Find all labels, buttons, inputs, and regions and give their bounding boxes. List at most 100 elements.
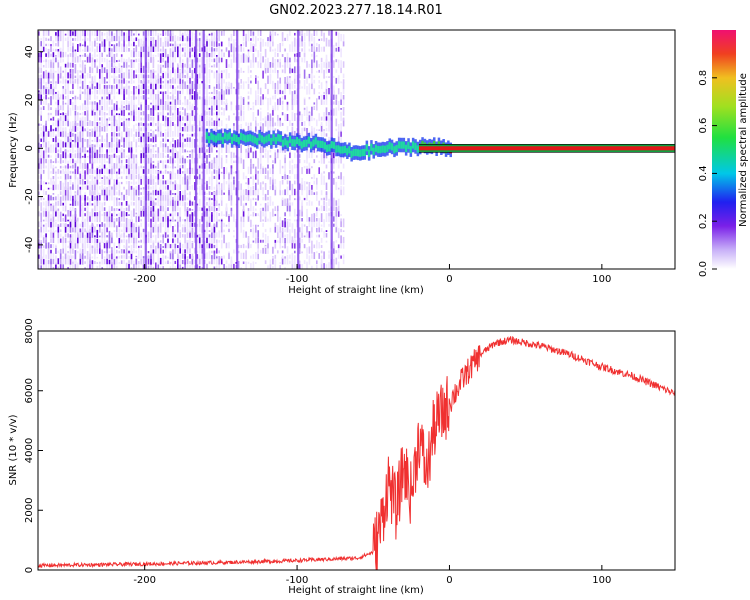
spectrogram-noise-cell xyxy=(194,201,196,206)
spectrogram-noise-cell xyxy=(186,142,189,148)
spectrogram-noise-cell xyxy=(99,182,101,185)
spectrogram-noise-cell xyxy=(189,179,191,185)
spectrogram-noise-cell xyxy=(69,247,72,254)
spectrogram-noise-cell xyxy=(116,155,118,158)
spectrogram-noise-cell xyxy=(40,67,42,74)
spectrogram-noise-cell xyxy=(311,254,313,259)
spectrogram-noise-cell xyxy=(269,117,272,127)
spectrogram-noise-cell xyxy=(50,81,52,84)
spectrogram-noise-cell xyxy=(86,85,89,89)
spectrogram-noise-cell xyxy=(120,181,123,185)
spectrogram-noise-cell xyxy=(298,114,301,121)
spectrogram-noise-cell xyxy=(181,253,184,259)
spectrogram-noise-cell xyxy=(177,251,179,259)
spectrogram-noise-cell xyxy=(38,102,40,111)
spectrogram-noise-cell xyxy=(303,108,306,110)
spectrogram-noise-cell xyxy=(181,219,184,222)
spectrogram-noise-cell xyxy=(220,92,223,100)
spectrogram-noise-cell xyxy=(191,264,194,269)
spectrogram-noise-cell xyxy=(172,238,174,243)
spectrogram-noise-cell xyxy=(89,101,91,105)
spectrogram-noise-cell xyxy=(123,32,125,36)
spectrogram-noise-cell xyxy=(340,136,342,142)
spectrogram-noise-cell xyxy=(155,198,157,201)
spectrogram-noise-cell xyxy=(291,257,294,265)
spectrogram-noise-cell xyxy=(186,256,189,259)
spectrogram-noise-cell xyxy=(142,40,145,47)
spectrogram-noise-cell xyxy=(150,170,152,180)
spectrogram-noise-cell xyxy=(184,234,186,244)
spectrogram-noise-cell xyxy=(218,77,220,84)
spectrogram-noise-cell xyxy=(320,116,323,121)
spectrogram-noise-cell xyxy=(50,36,52,42)
spectrogram-noise-cell xyxy=(267,164,269,169)
spectrogram-noise-cell xyxy=(340,155,342,164)
spectrogram-noise-cell xyxy=(118,155,121,164)
spectrogram-noise-cell xyxy=(147,51,150,58)
spectrogram-noise-cell xyxy=(162,99,164,105)
spectrogram-noise-cell xyxy=(50,253,52,259)
spectrogram-noise-cell xyxy=(79,77,82,84)
spectrogram-noise-cell xyxy=(140,153,142,158)
spectrogram-noise-cell xyxy=(318,85,320,89)
spectrogram-noise-cell xyxy=(255,75,257,78)
spectrogram-noise-cell xyxy=(177,116,179,121)
spectrogram-noise-cell xyxy=(286,101,289,105)
spectrogram-noise-cell xyxy=(216,255,218,265)
spectrogram-noise-cell xyxy=(277,44,279,47)
spectrogram-noise-cell xyxy=(47,161,50,169)
spectrogram-noise-cell xyxy=(247,34,250,42)
spectrogram-noise-cell xyxy=(264,234,267,244)
spectrogram-noise-cell xyxy=(177,247,179,254)
spectrogram-noise-cell xyxy=(120,85,123,95)
spectrogram-noise-cell xyxy=(159,130,162,137)
spectrogram-noise-cell xyxy=(108,64,111,74)
spectrogram-noise-cell xyxy=(59,140,62,148)
spectrogram-noise-cell xyxy=(157,125,160,132)
spectrogram-noise-cell xyxy=(106,258,108,265)
spectrogram-noise-cell xyxy=(267,115,269,121)
spectrogram-noise-cell xyxy=(189,121,191,127)
spectrogram-noise-cell xyxy=(218,118,220,121)
ridge-core xyxy=(258,133,261,141)
spectrogram-noise-cell xyxy=(135,197,138,207)
spectrogram-noise-cell xyxy=(167,112,169,116)
spectrogram-noise-cell xyxy=(155,30,157,36)
spectrogram-noise-cell xyxy=(79,149,82,159)
spectrogram-noise-cell xyxy=(308,217,311,222)
spectrogram-noise-cell xyxy=(140,232,142,238)
spectrogram-noise-cell xyxy=(103,224,106,233)
spectrogram-noise-cell xyxy=(240,152,242,158)
spectrogram-noise-cell xyxy=(291,188,294,196)
spectrogram-noise-cell xyxy=(123,223,125,227)
spectrogram-noise-cell xyxy=(198,53,201,57)
spectrogram-noise-cell xyxy=(91,189,94,196)
spectrogram-noise-cell xyxy=(62,87,64,95)
spectrogram-noise-cell xyxy=(45,147,47,153)
spectrogram-noise-cell xyxy=(138,172,140,180)
spectrogram-noise-cell xyxy=(108,52,111,57)
spectrogram-noise-cell xyxy=(262,118,264,121)
ridge-core xyxy=(354,148,358,156)
spectrogram-noise-cell xyxy=(259,184,262,190)
spectrogram-noise-cell xyxy=(259,208,262,217)
spectrogram-noise-cell xyxy=(201,47,203,52)
spectrogram-noise-cell xyxy=(152,106,155,116)
spectrogram-noise-cell xyxy=(211,212,213,217)
spectrogram-noise-cell xyxy=(57,125,60,132)
spectrogram-noise-cell xyxy=(216,120,218,127)
spectrogram-noise-cell xyxy=(289,44,291,47)
spectrogram-noise-cell xyxy=(62,70,64,73)
spectrogram-noise-cell xyxy=(225,260,228,265)
spectrogram-noise-cell xyxy=(196,57,199,63)
spectrogram-noise-cell xyxy=(42,131,45,137)
spectrogram-noise-cell xyxy=(252,163,255,169)
spectrogram-noise-cell xyxy=(140,176,142,185)
spectrogram-noise-cell xyxy=(50,214,52,222)
spectrogram-noise-cell xyxy=(213,266,216,269)
spectrogram-noise-cell xyxy=(191,95,194,100)
spectrogram-noise-cell xyxy=(223,214,225,216)
spectrogram-noise-cell xyxy=(128,103,130,111)
spectrogram-noise-cell xyxy=(179,200,181,206)
spectrogram-noise-cell xyxy=(47,202,50,212)
